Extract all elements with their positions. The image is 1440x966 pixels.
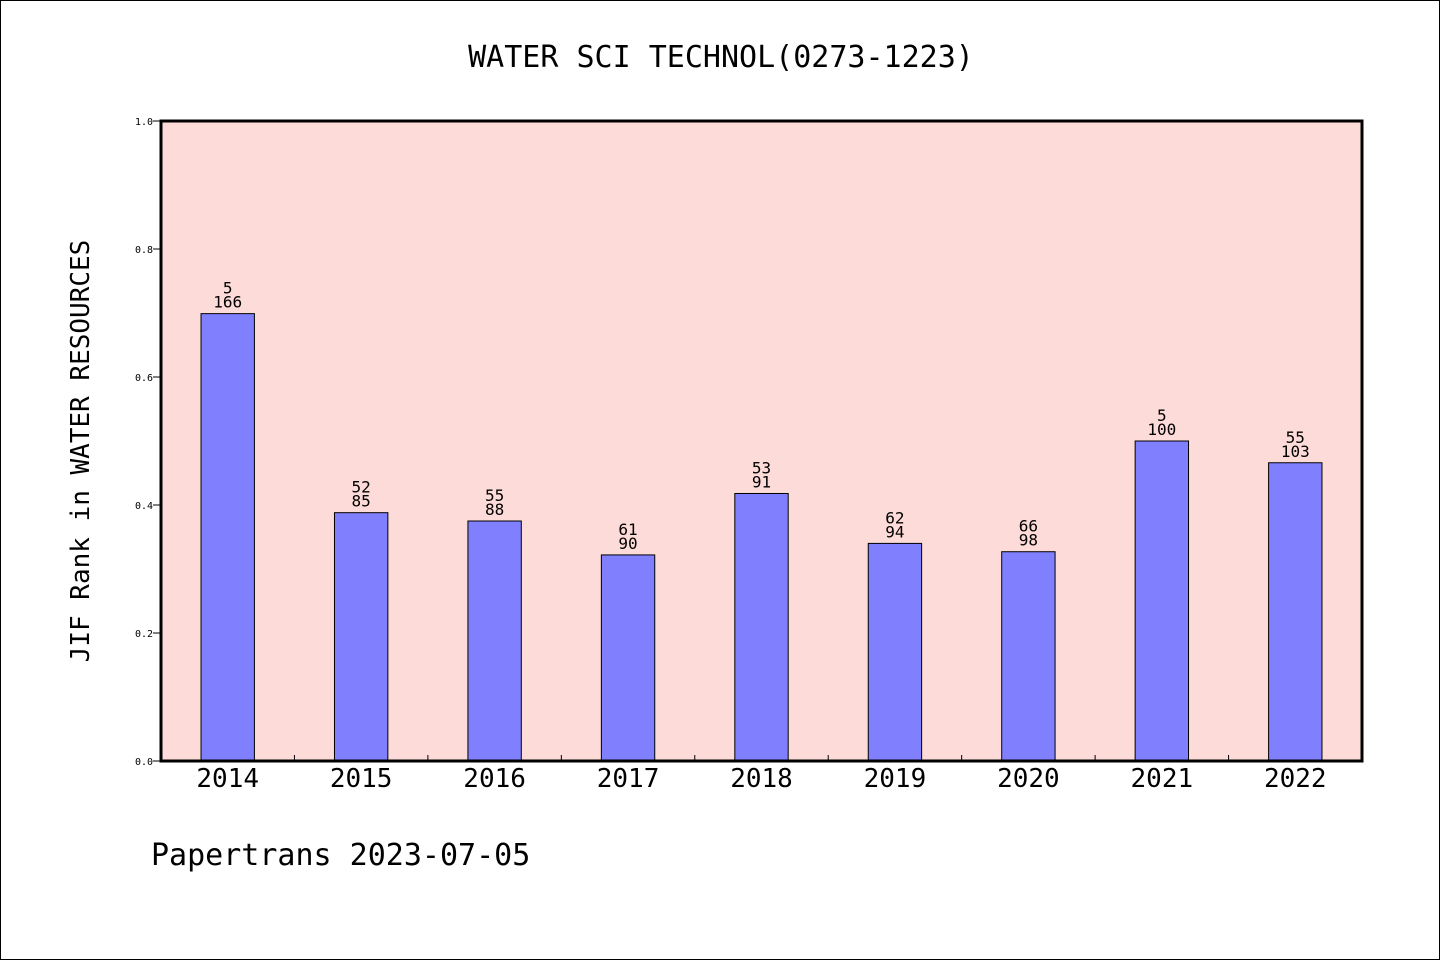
x-tick-label: 2016 [463, 764, 526, 794]
bar-label-rank: 5 [223, 279, 233, 298]
x-tick-label: 2017 [597, 764, 660, 794]
bar-2018 [734, 492, 789, 762]
y-axis-label: JIF Rank in WATER RESOURCES [66, 240, 96, 663]
x-tick-label: 2019 [864, 764, 927, 794]
bar-label-rank: 55 [1286, 428, 1305, 447]
bar-label-total: 88 [485, 500, 504, 519]
bar-label-total: 85 [352, 492, 371, 511]
bar-label-rank: 53 [752, 458, 771, 477]
bar-label-total: 90 [618, 534, 637, 553]
bar-2014 [200, 313, 255, 762]
y-tick-label: 0.4 [135, 501, 153, 512]
bar-label-total: 94 [885, 522, 904, 541]
bar-2015 [333, 512, 389, 762]
bar-2021 [1134, 440, 1190, 762]
x-tick-label: 2018 [730, 764, 793, 794]
y-tick-label: 1.0 [135, 117, 153, 128]
x-tick-label: 2015 [330, 764, 393, 794]
bar-label-rank: 66 [1019, 517, 1038, 536]
y-tick-label: 0.2 [135, 629, 153, 640]
bar-label-total: 103 [1281, 442, 1310, 461]
bars-group [200, 313, 1323, 762]
y-tick-label: 0.6 [135, 373, 153, 384]
bar-label-rank: 5 [1157, 406, 1167, 425]
x-tick-label: 2022 [1264, 764, 1327, 794]
bar-label-total: 100 [1147, 420, 1176, 439]
bar-2017 [600, 554, 656, 762]
x-tick-label: 2020 [997, 764, 1060, 794]
chart-title: WATER SCI TECHNOL(0273-1223) [468, 40, 974, 75]
bar-label-total: 91 [752, 472, 771, 491]
plot-border [159, 119, 1364, 763]
x-tick-label: 2014 [196, 764, 259, 794]
bar-label-rank: 55 [485, 486, 504, 505]
y-tick-label: 0.8 [135, 245, 153, 256]
y-tick-label: 0.0 [135, 757, 153, 768]
bar-label-rank: 52 [352, 478, 371, 497]
x-axis-ticks: 2014 2015 2016 2017 2018 2019 2020 2021 2022 [196, 755, 1327, 794]
bar-2019 [867, 542, 923, 762]
bar-label-total: 98 [1019, 531, 1038, 550]
x-tick-label: 2021 [1131, 764, 1194, 794]
bar-label-rank: 62 [885, 508, 904, 527]
bar-label-rank: 61 [618, 520, 637, 539]
bar-2020 [1001, 551, 1056, 762]
bar-2016 [467, 520, 522, 762]
footer-text: Papertrans 2023-07-05 [151, 838, 530, 873]
bar-label-total: 166 [213, 293, 242, 312]
y-axis-ticks: 0.0 0.2 0.4 0.6 0.8 1.0 [135, 117, 161, 768]
bar-2022 [1268, 462, 1323, 762]
